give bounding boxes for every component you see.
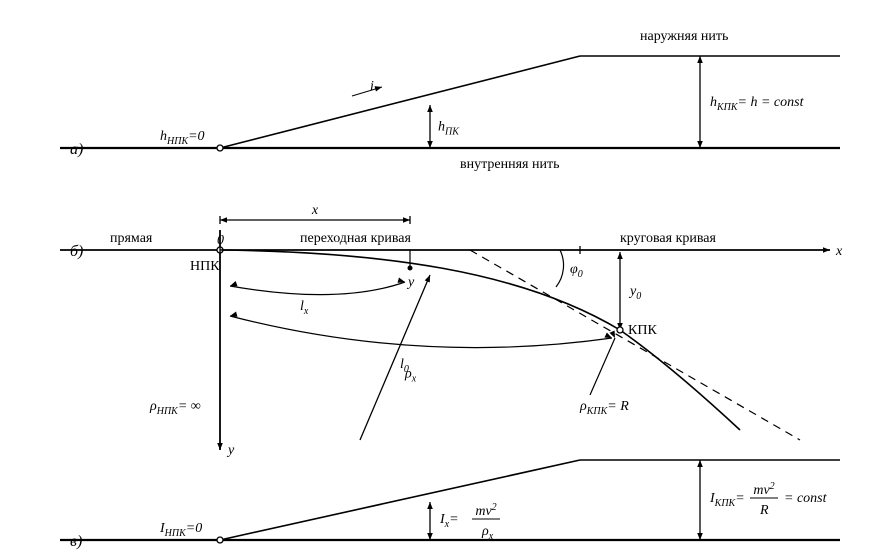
- svg-text:hКПК= h = const: hКПК= h = const: [710, 95, 805, 113]
- svg-text:ρКПК= R: ρКПК= R: [579, 399, 629, 417]
- svg-text:mv2: mv2: [475, 502, 496, 519]
- diagram: а) наружняя нить внутренняя нить hНПК=0 hПК h…: [0, 0, 876, 558]
- svg-text:у0: у0: [628, 284, 641, 302]
- svg-text:R: R: [759, 503, 769, 518]
- svg-text:НПК: НПК: [190, 259, 220, 274]
- svg-text:IКПК=: IКПК=: [709, 491, 745, 509]
- svg-text:lx: lx: [300, 299, 309, 317]
- svg-text:y: y: [226, 443, 235, 458]
- svg-text:mv2: mv2: [753, 481, 774, 498]
- svg-text:x: x: [311, 203, 319, 218]
- svg-text:в): в): [70, 533, 82, 550]
- svg-text:0: 0: [217, 233, 224, 248]
- svg-text:у: у: [406, 275, 415, 290]
- svg-text:= const: = const: [784, 491, 828, 506]
- svg-text:x: x: [835, 244, 843, 259]
- svg-text:l0: l0: [400, 357, 409, 375]
- svg-text:IНПК=0: IНПК=0: [159, 521, 202, 539]
- svg-text:круговая кривая: круговая кривая: [620, 231, 717, 246]
- svg-text:Ix=: Ix=: [439, 512, 459, 530]
- svg-text:i: i: [370, 79, 374, 94]
- svg-text:КПК: КПК: [628, 323, 657, 338]
- svg-text:а): а): [70, 141, 83, 158]
- svg-text:ρНПК= ∞: ρНПК= ∞: [149, 399, 201, 417]
- svg-text:переходная кривая: переходная кривая: [300, 231, 412, 246]
- svg-text:hНПК=0: hНПК=0: [160, 129, 205, 147]
- svg-text:внутренняя нить: внутренняя нить: [460, 157, 559, 172]
- svg-text:наружняя нить: наружняя нить: [640, 29, 728, 44]
- svg-text:прямая: прямая: [110, 231, 153, 246]
- svg-text:б): б): [70, 243, 83, 260]
- svg-text:hПК: hПК: [438, 120, 460, 138]
- svg-text:φ0: φ0: [570, 262, 583, 280]
